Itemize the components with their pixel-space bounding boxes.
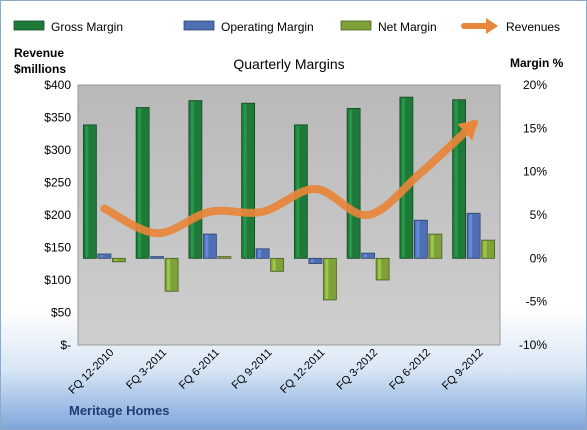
operating-margin-bar-highlight xyxy=(205,235,209,258)
left-axis-title-line1: Revenue xyxy=(14,46,64,60)
gross-margin-bar xyxy=(346,108,361,259)
operating-margin-bar xyxy=(255,248,270,259)
right-tick-label: 5% xyxy=(530,208,548,222)
net-margin-bar xyxy=(481,239,496,259)
net-margin-bar xyxy=(270,257,285,272)
net-margin-legend-label: Net Margin xyxy=(378,20,437,34)
operating-margin-bar xyxy=(202,233,217,259)
gross-margin-bar xyxy=(82,124,97,259)
right-tick-label: -10% xyxy=(519,338,547,352)
x-tick-label: FQ 12-2011 xyxy=(278,347,327,396)
revenues-legend-label: Revenues xyxy=(506,20,560,34)
gross-margin-bar xyxy=(188,100,203,259)
gross-margin-bar-highlight xyxy=(349,109,353,258)
left-tick-label: $200 xyxy=(44,208,71,222)
x-tick-label: FQ 3-2011 xyxy=(124,347,169,392)
operating-margin-bar xyxy=(413,219,428,259)
net-margin-bar-highlight xyxy=(272,259,276,271)
right-tick-label: 15% xyxy=(523,121,547,135)
gross-margin-bar-highlight xyxy=(243,104,247,258)
revenues-line xyxy=(100,120,478,238)
net-margin-bar-highlight xyxy=(483,241,487,258)
revenues-arrowhead xyxy=(457,119,479,141)
x-tick-label: FQ 12-2010 xyxy=(67,347,117,397)
operating-margin-bar-highlight xyxy=(258,249,262,258)
net-margin-bar xyxy=(428,233,443,259)
right-axis-title: Margin % xyxy=(510,56,564,70)
operating-margin-bar-highlight xyxy=(310,259,314,263)
gross-margin-bar xyxy=(241,102,256,259)
revenues-legend-arrow xyxy=(486,18,498,34)
right-tick-label: 10% xyxy=(523,165,547,179)
left-tick-label: $50 xyxy=(51,306,71,320)
operating-margin-bar-highlight xyxy=(469,214,473,258)
net-margin-bar xyxy=(111,257,126,263)
gross-margin-bar-highlight xyxy=(454,100,458,258)
x-tick-label: FQ 9-2011 xyxy=(230,347,275,392)
operating-margin-bar xyxy=(361,252,376,259)
right-tick-label: 20% xyxy=(523,78,547,92)
left-tick-label: $150 xyxy=(44,241,71,255)
left-tick-label: $100 xyxy=(44,273,71,287)
gross-margin-legend-swatch xyxy=(13,20,45,31)
left-tick-label: $- xyxy=(60,338,71,352)
gross-margin-bar-highlight xyxy=(138,108,142,258)
left-axis-title-line2: $millions xyxy=(14,62,66,76)
net-margin-bar xyxy=(322,257,337,301)
x-tick-label: FQ 9-2012 xyxy=(440,347,486,393)
gross-margin-legend-label: Gross Margin xyxy=(51,20,123,34)
operating-margin-bar xyxy=(466,212,481,259)
net-margin-bar xyxy=(164,257,179,292)
operating-margin-bar-highlight xyxy=(99,255,103,258)
left-tick-label: $400 xyxy=(44,78,71,92)
net-margin-bar-highlight xyxy=(114,259,118,261)
chart-title: Quarterly Margins xyxy=(233,56,344,72)
operating-margin-bar-highlight xyxy=(416,221,420,258)
net-margin-bar-highlight xyxy=(430,235,434,258)
left-tick-label: $250 xyxy=(44,176,71,190)
operating-margin-bar xyxy=(308,257,323,264)
operating-margin-bar xyxy=(150,256,165,259)
x-tick-label: FQ 6-2011 xyxy=(177,347,222,392)
left-tick-label: $300 xyxy=(44,143,71,157)
company-label: Meritage Homes xyxy=(69,403,169,418)
gross-margin-bar-highlight xyxy=(190,101,194,258)
net-margin-bar xyxy=(217,256,232,259)
operating-margin-bar xyxy=(97,253,112,259)
net-margin-legend-swatch xyxy=(340,20,372,31)
net-margin-bar-highlight xyxy=(325,259,329,299)
left-tick-label: $350 xyxy=(44,111,71,125)
operating-margin-legend-swatch xyxy=(183,20,215,31)
gross-margin-bar-highlight xyxy=(401,98,405,258)
operating-margin-bar-highlight xyxy=(363,254,367,258)
right-tick-label: 0% xyxy=(530,251,548,265)
net-margin-bar-highlight xyxy=(167,259,171,291)
operating-margin-legend-label: Operating Margin xyxy=(221,20,314,34)
net-margin-bar-highlight xyxy=(378,259,382,279)
gross-margin-bar-highlight xyxy=(85,125,89,258)
gross-margin-bar xyxy=(135,107,150,259)
x-tick-label: FQ 3-2012 xyxy=(335,347,381,393)
right-tick-label: -5% xyxy=(526,295,548,309)
net-margin-bar xyxy=(375,257,390,281)
x-tick-label: FQ 6-2012 xyxy=(387,347,433,393)
